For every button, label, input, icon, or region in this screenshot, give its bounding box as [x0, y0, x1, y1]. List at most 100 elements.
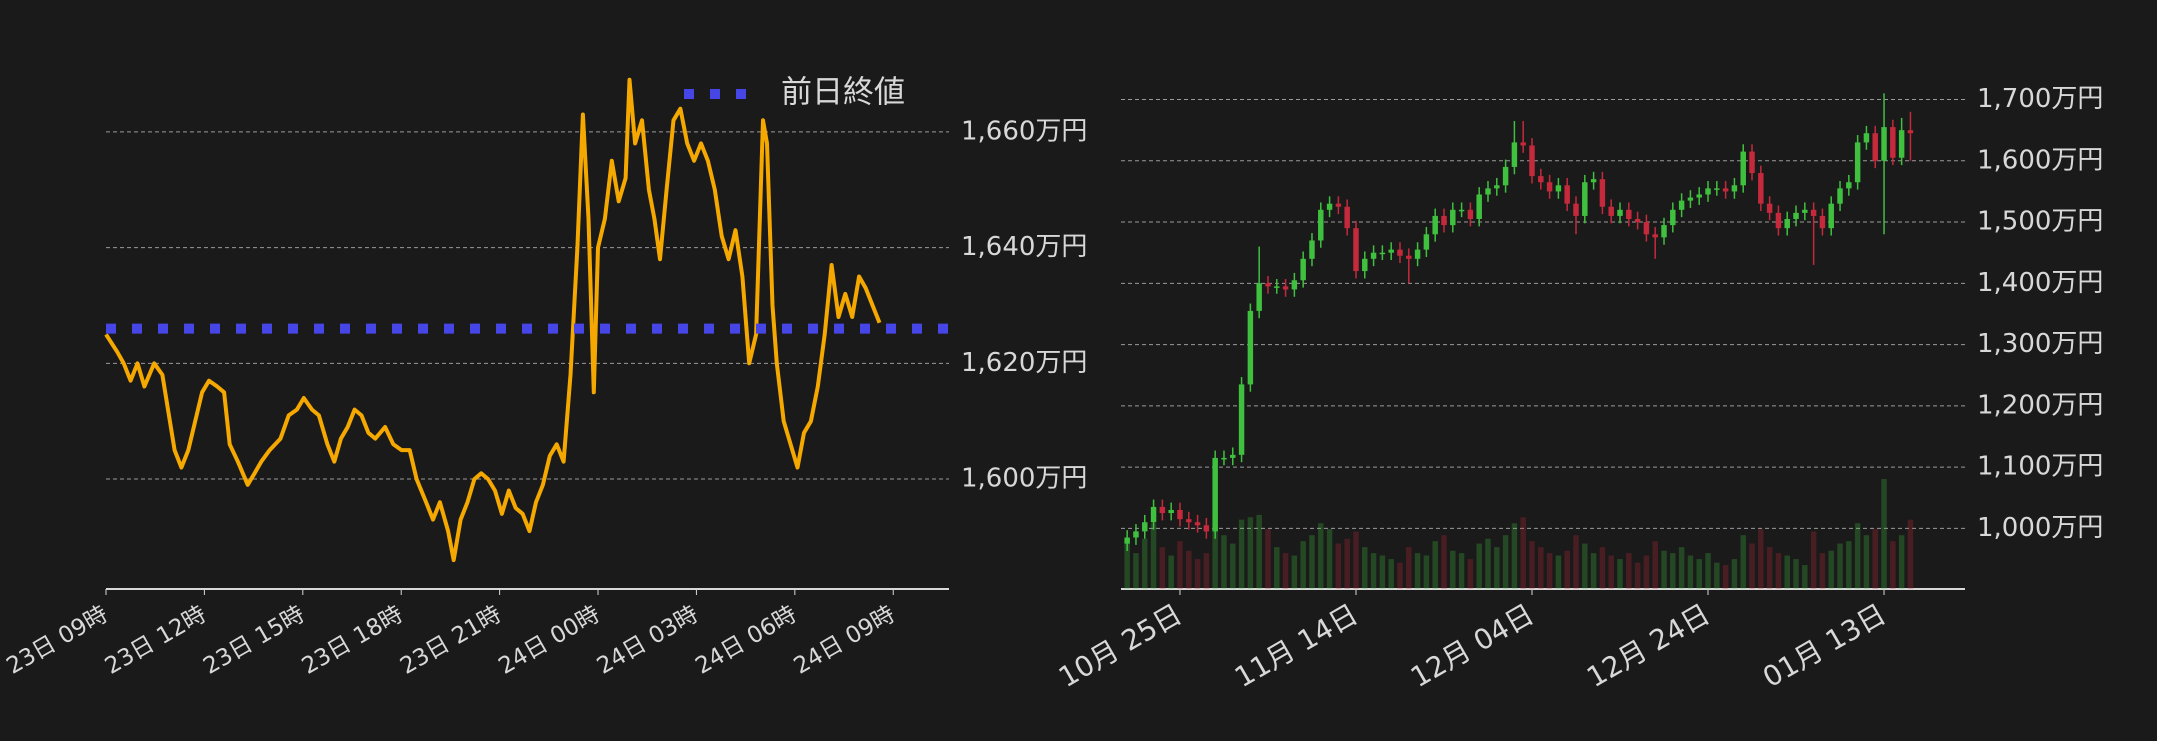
y-tick-label: 1,700万円 — [1977, 84, 2103, 114]
volume-bar — [1670, 553, 1676, 589]
volume-bar — [1186, 550, 1192, 589]
candle-body — [1881, 127, 1887, 161]
candle-body — [1740, 151, 1746, 186]
x-tick-label: 24日 09時 — [790, 601, 900, 679]
volume-bar — [1133, 553, 1139, 589]
candle-body — [1793, 212, 1799, 219]
volume-bar — [1819, 553, 1826, 589]
volume-bar — [1265, 529, 1271, 589]
volume-bar — [1168, 555, 1174, 589]
candle-body — [1458, 209, 1465, 212]
candle-body — [1661, 225, 1667, 238]
y-tick-label: 1,300万円 — [1977, 329, 2103, 359]
candle-body — [1432, 215, 1438, 235]
candle-body — [1846, 182, 1852, 189]
volume-bar — [1150, 523, 1157, 589]
volume-bar — [1458, 553, 1465, 589]
volume-bar — [1414, 553, 1421, 589]
candle-body — [1370, 252, 1377, 259]
candle-body — [1397, 249, 1403, 256]
volume-bar — [1256, 514, 1262, 589]
volume-bar — [1898, 535, 1905, 589]
volume-bar — [1617, 559, 1623, 589]
candle-body — [1652, 234, 1658, 238]
candle-body — [1414, 249, 1421, 259]
candle-body — [1749, 151, 1755, 174]
candle-body — [1502, 166, 1509, 186]
x-tick-label: 24日 03時 — [593, 601, 703, 679]
volume-bar — [1142, 538, 1148, 589]
candle-body — [1890, 127, 1896, 158]
volume-bar — [1274, 547, 1280, 589]
volume-bar — [1722, 565, 1729, 589]
volume-bar — [1441, 535, 1447, 589]
candle-body — [1582, 182, 1588, 216]
candle-body — [1212, 457, 1218, 532]
volume-bar — [1370, 553, 1377, 589]
candle-body — [1705, 188, 1711, 195]
candle-body — [1687, 197, 1694, 201]
candle-body — [1608, 206, 1614, 216]
volume-bar — [1538, 547, 1544, 589]
volume-bar — [1238, 519, 1245, 589]
y-tick-label: 1,200万円 — [1977, 390, 2103, 420]
candle-body — [1230, 454, 1236, 458]
volume-bar — [1626, 553, 1632, 589]
candle-body — [1274, 286, 1280, 288]
candle-body — [1423, 234, 1430, 250]
volume-bar — [1590, 553, 1597, 589]
candle-body — [1379, 252, 1386, 255]
candle-body — [1775, 212, 1782, 229]
volume-bar — [1432, 541, 1438, 589]
volume-bar — [1423, 555, 1430, 589]
candle-body — [1617, 209, 1623, 216]
volume-bar — [1608, 555, 1614, 589]
volume-bar — [1810, 531, 1817, 589]
candle-body — [1599, 179, 1606, 207]
volume-bar — [1846, 541, 1852, 589]
candle-body — [1485, 188, 1491, 195]
volume-bar — [1740, 535, 1746, 589]
candle-body — [1142, 522, 1148, 532]
x-tick-label: 01月 13日 — [1757, 597, 1891, 694]
candle-body — [1520, 142, 1526, 146]
volume-bar — [1194, 559, 1201, 589]
volume-bar — [1890, 541, 1896, 589]
candle-body — [1353, 228, 1359, 272]
candle-body — [1247, 310, 1254, 385]
candle-body — [1766, 203, 1773, 213]
candle-body — [1828, 203, 1834, 229]
volume-bar — [1705, 553, 1711, 589]
candle-body — [1159, 506, 1166, 514]
candle-body — [1872, 133, 1878, 161]
volume-bar — [1802, 565, 1808, 589]
candle-body — [1802, 209, 1808, 213]
volume-bar — [1749, 543, 1755, 589]
volume-bar — [1291, 555, 1298, 589]
x-tick-label: 23日 09時 — [2, 601, 112, 679]
volume-bar — [1379, 555, 1386, 589]
candle-body — [1511, 142, 1518, 167]
candle-body — [1203, 525, 1210, 532]
candle-body — [1837, 188, 1843, 204]
candle-body — [1238, 384, 1245, 455]
volume-bar — [1282, 553, 1289, 589]
volume-bar — [1212, 514, 1218, 589]
volume-bar — [1599, 547, 1606, 589]
y-tick-label: 1,620万円 — [961, 348, 1087, 378]
volume-bar — [1731, 559, 1738, 589]
candle-body — [1318, 209, 1324, 241]
candle-body — [1467, 209, 1474, 219]
candle-body — [1758, 173, 1764, 204]
volume-bar — [1467, 559, 1474, 589]
volume-bar — [1397, 562, 1403, 589]
volume-bar — [1335, 543, 1342, 589]
volume-bar — [1793, 559, 1799, 589]
x-tick-label: 23日 15時 — [199, 601, 309, 679]
y-tick-label: 1,100万円 — [1977, 452, 2103, 482]
volume-bar — [1758, 529, 1764, 589]
candle-body — [1150, 506, 1157, 523]
candle-body — [1722, 188, 1729, 192]
